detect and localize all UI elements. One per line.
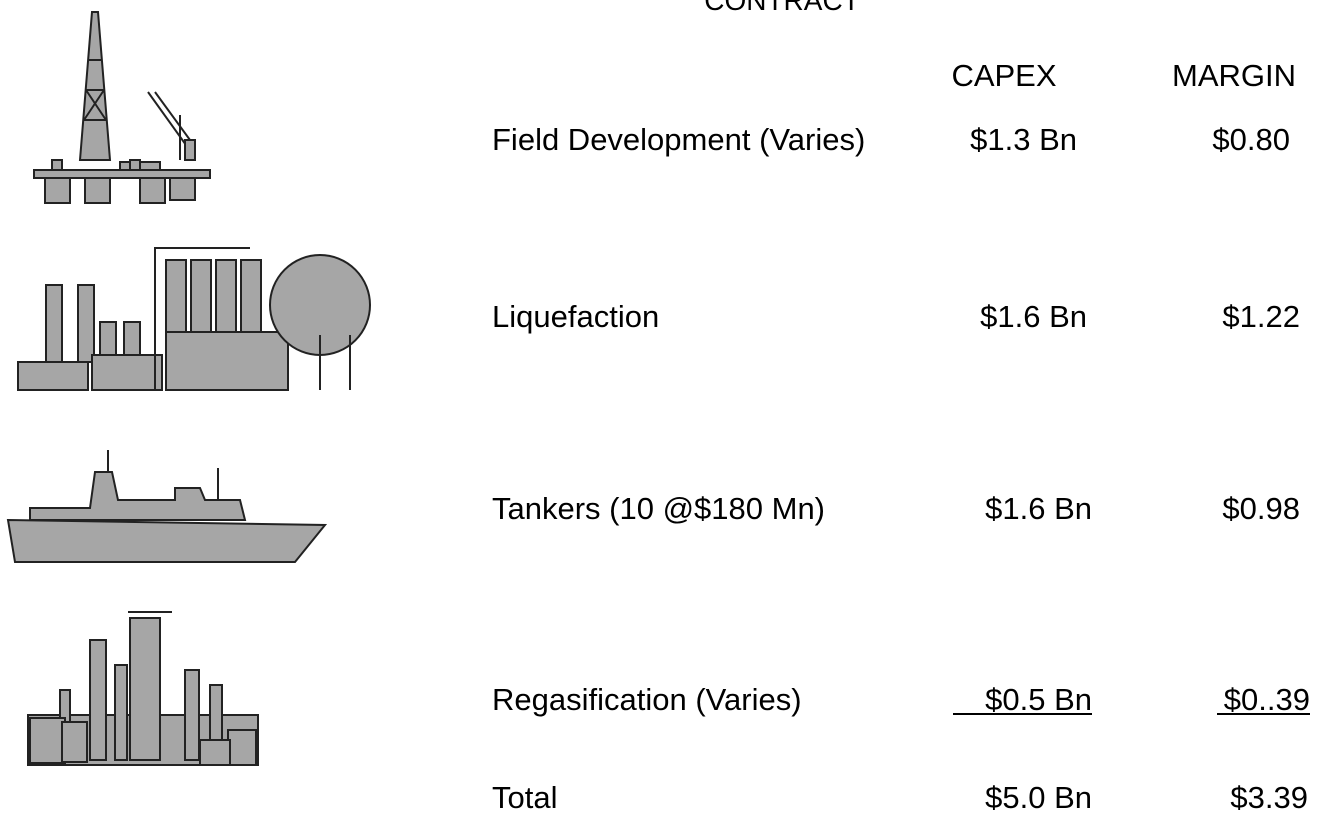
- margin-value: $1.22: [1222, 299, 1300, 334]
- margin-value: $0.98: [1222, 491, 1300, 526]
- column-header: MARGIN: [1172, 58, 1296, 93]
- capex-value: $1.3 Bn: [970, 122, 1077, 157]
- capex-value: $1.6 Bn: [980, 299, 1087, 334]
- row-label: Regasification (Varies): [492, 682, 802, 717]
- oil-rig-icon: [34, 12, 210, 203]
- margin-value: $3.39: [1230, 780, 1308, 813]
- title: CONTRACT: [704, 0, 860, 16]
- capex-value: $0.5 Bn: [985, 682, 1092, 717]
- row-label: Field Development (Varies): [492, 122, 865, 157]
- row-label: Total: [492, 780, 557, 813]
- column-header: CAPEX: [951, 58, 1056, 93]
- slide: CONTRACT CAPEX MARGIN Field Development …: [0, 0, 1319, 813]
- tanker-icon: [8, 450, 325, 562]
- row-label: Tankers (10 @$180 Mn): [492, 491, 825, 526]
- capex-value: $5.0 Bn: [985, 780, 1092, 813]
- liquefaction-icon: [18, 248, 370, 390]
- row-label: Liquefaction: [492, 299, 659, 334]
- margin-value: $0..39: [1224, 682, 1310, 717]
- regasification-icon: [28, 612, 258, 765]
- capex-value: $1.6 Bn: [985, 491, 1092, 526]
- margin-value: $0.80: [1212, 122, 1290, 157]
